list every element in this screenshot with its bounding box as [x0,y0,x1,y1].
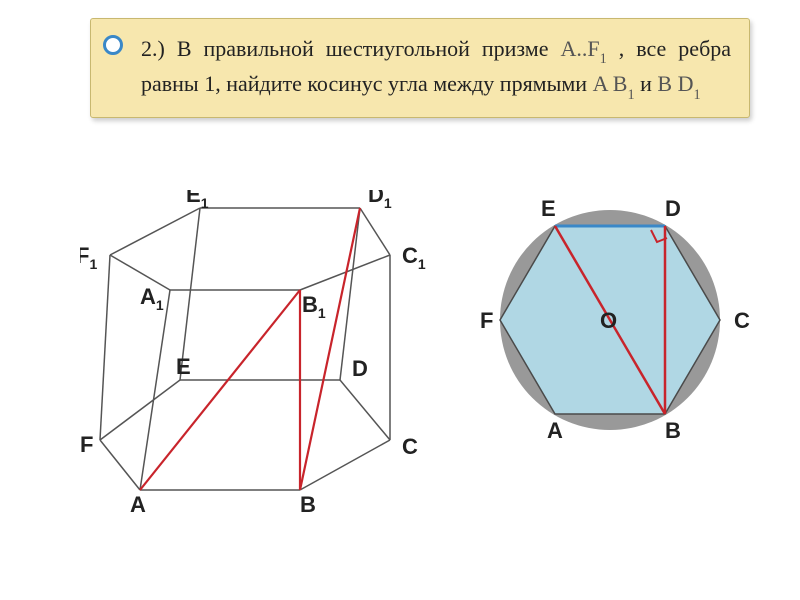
svg-text:B: B [665,418,681,443]
problem-part-3: и [635,71,658,96]
bullet-icon [103,35,123,55]
problem-number: 2.) [141,36,165,61]
svg-text:A1: A1 [140,284,164,313]
svg-text:C: C [402,434,418,459]
svg-text:E1: E1 [186,190,209,211]
svg-text:F1: F1 [80,243,97,272]
svg-text:A: A [130,492,146,517]
svg-text:E: E [541,200,556,221]
svg-text:D: D [665,200,681,221]
svg-text:D: D [352,356,368,381]
prism-diagram: A B C D E F A1 B1 C1 D1 E1 F1 [80,190,450,550]
svg-text:F: F [480,308,493,333]
diagram-area: A B C D E F A1 B1 C1 D1 E1 F1 O A B C D E F [80,190,780,570]
math-expr-1: A..F1 [560,36,606,61]
svg-text:O: O [600,308,617,333]
problem-part-1: В правильной шестиугольной призме [177,36,561,61]
problem-text: 2.) В правильной шестиугольной призме A.… [141,33,731,103]
svg-text:E: E [176,354,191,379]
math-expr-2: A B1 [593,71,635,96]
svg-text:B1: B1 [302,292,326,321]
svg-text:F: F [80,432,93,457]
svg-text:C1: C1 [402,243,426,272]
hexagon-diagram: O A B C D E F [480,200,780,480]
svg-text:B: B [300,492,316,517]
math-expr-3: B D1 [657,71,700,96]
svg-text:A: A [547,418,563,443]
problem-box: 2.) В правильной шестиугольной призме A.… [90,18,750,118]
svg-text:D1: D1 [368,190,392,211]
svg-text:C: C [734,308,750,333]
